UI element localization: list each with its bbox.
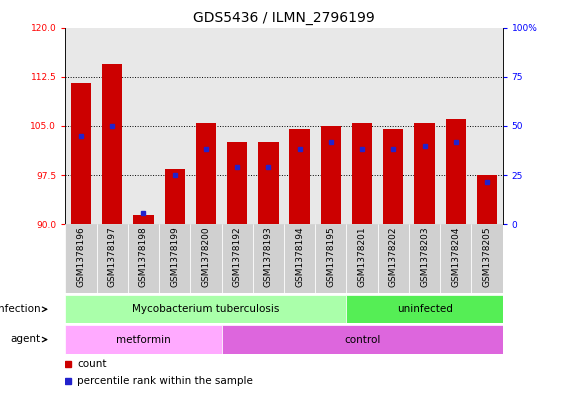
Bar	[258, 142, 278, 224]
Bar	[222, 325, 503, 354]
Bar	[97, 224, 128, 293]
Text: agent: agent	[10, 334, 40, 344]
Bar	[222, 224, 253, 293]
Bar	[346, 295, 503, 323]
Bar	[477, 175, 497, 224]
Text: GSM1378197: GSM1378197	[108, 226, 116, 287]
Text: GSM1378205: GSM1378205	[483, 226, 491, 287]
Text: GSM1378193: GSM1378193	[264, 226, 273, 287]
Bar	[65, 224, 97, 293]
Text: GSM1378204: GSM1378204	[452, 226, 460, 287]
Text: GSM1378192: GSM1378192	[233, 226, 241, 287]
Title: GDS5436 / ILMN_2796199: GDS5436 / ILMN_2796199	[193, 11, 375, 25]
Text: Mycobacterium tuberculosis: Mycobacterium tuberculosis	[132, 304, 279, 314]
Bar	[415, 123, 435, 224]
Text: GSM1378198: GSM1378198	[139, 226, 148, 287]
Bar	[102, 64, 122, 224]
Text: GSM1378195: GSM1378195	[327, 226, 335, 287]
Text: metformin: metformin	[116, 334, 171, 345]
Bar	[128, 224, 159, 293]
Bar	[471, 224, 503, 293]
Text: GSM1378202: GSM1378202	[389, 226, 398, 287]
Bar	[65, 325, 222, 354]
Bar	[321, 126, 341, 224]
Bar	[65, 295, 346, 323]
Text: GSM1378200: GSM1378200	[202, 226, 210, 287]
Text: uninfected: uninfected	[396, 304, 453, 314]
Text: GSM1378199: GSM1378199	[170, 226, 179, 287]
Bar	[383, 129, 403, 224]
Bar	[253, 224, 284, 293]
Bar	[440, 224, 471, 293]
Text: percentile rank within the sample: percentile rank within the sample	[77, 376, 253, 386]
Text: GSM1378203: GSM1378203	[420, 226, 429, 287]
Bar	[165, 169, 185, 224]
Text: GSM1378201: GSM1378201	[358, 226, 366, 287]
Text: count: count	[77, 359, 107, 369]
Bar	[71, 83, 91, 224]
Bar	[446, 119, 466, 224]
Text: control: control	[344, 334, 381, 345]
Bar	[315, 224, 346, 293]
Text: GSM1378196: GSM1378196	[77, 226, 85, 287]
Bar	[196, 123, 216, 224]
Bar	[352, 123, 372, 224]
Bar	[190, 224, 222, 293]
Bar	[378, 224, 409, 293]
Bar	[159, 224, 190, 293]
Text: infection: infection	[0, 304, 40, 314]
Bar	[284, 224, 315, 293]
Bar	[409, 224, 440, 293]
Bar	[227, 142, 247, 224]
Bar	[290, 129, 310, 224]
Bar	[346, 224, 378, 293]
Text: GSM1378194: GSM1378194	[295, 226, 304, 287]
Bar	[133, 215, 153, 224]
